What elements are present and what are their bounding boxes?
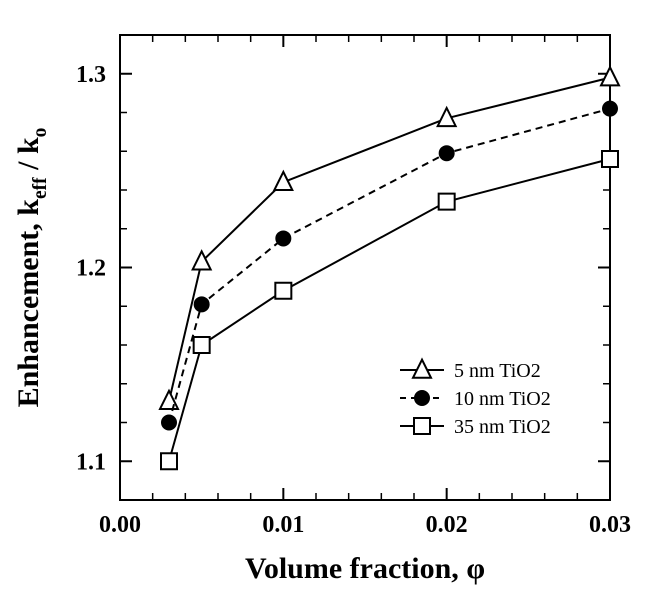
marker-square xyxy=(194,337,210,353)
y-axis-title: Enhancement, keff / ko xyxy=(12,128,51,408)
marker-square xyxy=(602,151,618,167)
x-tick-label: 0.00 xyxy=(99,512,141,538)
legend-label: 35 nm TiO2 xyxy=(454,416,551,438)
chart-svg: 0.00 0.01 0.02 0.03 1.1 1.2 1.3 Volume fraction… xyxy=(0,0,648,609)
marker-circle xyxy=(194,297,209,312)
y-tick-label: 1.3 xyxy=(76,62,106,88)
marker-triangle xyxy=(274,172,292,190)
x-axis-title: Volume fraction, φ xyxy=(245,552,485,585)
marker-circle xyxy=(439,146,454,161)
marker-circle xyxy=(162,415,177,430)
marker-square xyxy=(161,453,177,469)
marker-triangle xyxy=(193,251,211,269)
legend: 5 nm TiO2 10 nm TiO2 35 nm TiO2 xyxy=(400,360,551,438)
marker-square xyxy=(414,418,430,434)
y-tick-label: 1.2 xyxy=(76,256,106,282)
marker-triangle xyxy=(413,360,431,378)
x-tick-label: 0.02 xyxy=(426,512,468,538)
series-line xyxy=(169,109,610,423)
marker-square xyxy=(439,194,455,210)
x-tick-label: 0.03 xyxy=(589,512,631,538)
marker-circle xyxy=(603,101,618,116)
chart-container: 0.00 0.01 0.02 0.03 1.1 1.2 1.3 Volume fraction… xyxy=(0,0,648,609)
series xyxy=(162,101,618,430)
marker-triangle xyxy=(601,67,619,85)
marker-circle xyxy=(276,231,291,246)
marker-circle xyxy=(415,391,430,406)
x-tick-label: 0.01 xyxy=(262,512,304,538)
marker-square xyxy=(275,283,291,299)
marker-triangle xyxy=(160,391,178,409)
legend-label: 10 nm TiO2 xyxy=(454,388,551,410)
series xyxy=(160,67,619,409)
series-line xyxy=(169,78,610,402)
y-tick-label: 1.1 xyxy=(76,449,106,475)
legend-label: 5 nm TiO2 xyxy=(454,360,541,382)
